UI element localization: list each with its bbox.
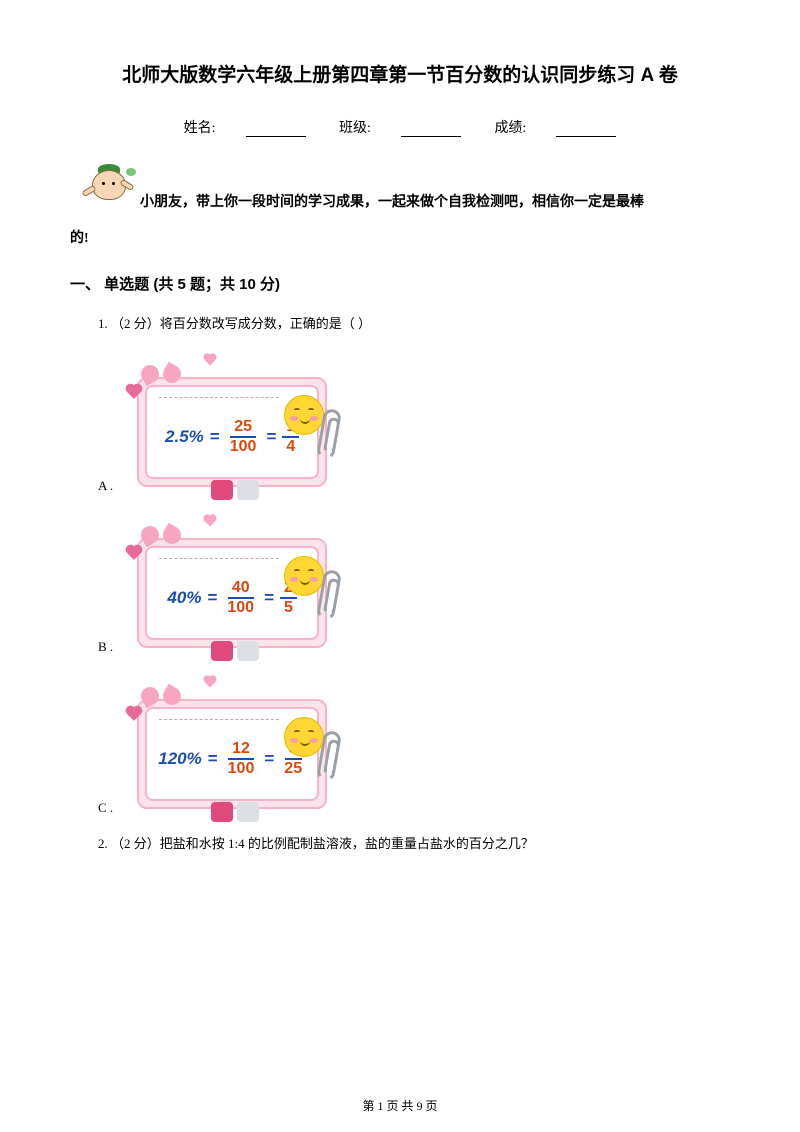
score-blank[interactable] xyxy=(556,123,616,137)
page-title: 北师大版数学六年级上册第四章第一节百分数的认识同步练习 A 卷 xyxy=(70,60,730,87)
option-b-label: B . xyxy=(98,639,113,663)
question-1-option-c[interactable]: C . 120%= 12100 = 325 xyxy=(98,669,730,824)
student-info-row: 姓名: 班级: 成绩: xyxy=(70,117,730,137)
section-1-header: 一、 单选题 (共 5 题；共 10 分) xyxy=(70,273,730,294)
name-blank[interactable] xyxy=(246,123,306,137)
notepad-card-a: 2.5%= 25100 = 14 xyxy=(119,347,344,502)
intro-text-line1: 小朋友，带上你一段时间的学习成果，一起来做个自我检测吧，相信你一定是最棒 xyxy=(140,189,644,217)
name-label: 姓名: xyxy=(184,121,216,136)
equation-b: 40%= 40100 = 25 xyxy=(167,569,297,617)
mascot-icon xyxy=(80,162,140,217)
question-1-option-a[interactable]: A . 2.5%= 25100 = 14 xyxy=(98,347,730,502)
equation-a: 2.5%= 25100 = 14 xyxy=(165,408,299,456)
notepad-card-c: 120%= 12100 = 325 xyxy=(119,669,344,824)
notepad-card-b: 40%= 40100 = 25 xyxy=(119,508,344,663)
question-1-option-b[interactable]: B . 40%= 40100 = 25 xyxy=(98,508,730,663)
intro-text-line2: 的! xyxy=(70,225,730,253)
question-1: 1. （2 分）将百分数改写成分数，正确的是（ ） xyxy=(98,312,730,335)
score-label: 成绩: xyxy=(494,121,526,136)
page-footer: 第 1 页 共 9 页 xyxy=(0,1097,800,1114)
class-blank[interactable] xyxy=(401,123,461,137)
class-label: 班级: xyxy=(339,121,371,136)
question-2: 2. （2 分）把盐和水按 1:4 的比例配制盐溶液，盐的重量占盐水的百分之几？ xyxy=(98,832,730,855)
option-c-label: C . xyxy=(98,800,113,824)
option-a-label: A . xyxy=(98,478,113,502)
